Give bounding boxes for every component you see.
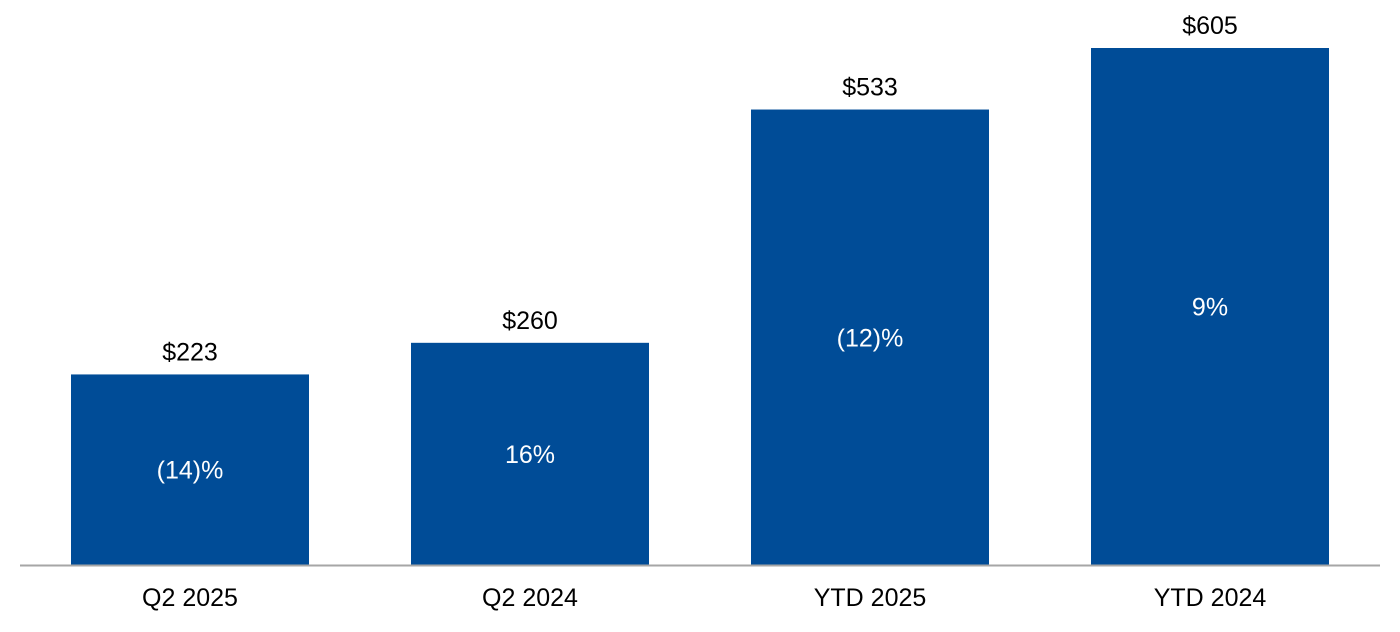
bar-value-label-0: $223	[162, 338, 218, 366]
bar-1	[411, 342, 649, 565]
bars-layer	[71, 48, 1329, 565]
bar-change-label-2: (12)%	[837, 324, 904, 352]
bar-value-label-2: $533	[842, 74, 898, 102]
category-label-3: YTD 2024	[1154, 584, 1267, 612]
category-label-2: YTD 2025	[814, 584, 927, 612]
labels-layer: $223 (14)% $260 16% $533 (12)% $605 9%	[157, 12, 1238, 485]
category-labels: Q2 2025 Q2 2024 YTD 2025 YTD 2024	[142, 584, 1266, 612]
bar-2	[751, 109, 989, 565]
bar-3	[1091, 48, 1329, 565]
bar-change-label-0: (14)%	[157, 457, 224, 485]
bar-value-label-3: $605	[1182, 12, 1238, 40]
bar-change-label-3: 9%	[1192, 294, 1228, 322]
category-label-1: Q2 2024	[482, 584, 578, 612]
bar-change-label-1: 16%	[505, 441, 555, 469]
category-label-0: Q2 2025	[142, 584, 238, 612]
bar-0	[71, 374, 309, 565]
bar-value-label-1: $260	[502, 307, 558, 335]
